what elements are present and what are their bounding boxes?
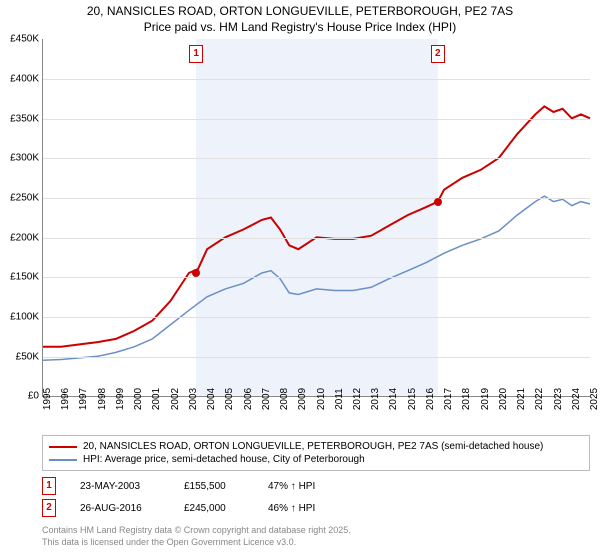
sale-marker-box: 2 xyxy=(431,45,445,63)
x-axis-label: 1995 xyxy=(42,388,53,410)
legend-swatch-property xyxy=(49,446,77,448)
x-axis-label: 1997 xyxy=(78,388,89,410)
x-axis-label: 2000 xyxy=(133,388,144,410)
sales-table: 1 23-MAY-2003 £155,500 47% ↑ HPI 2 26-AUG-201… xyxy=(42,475,590,519)
y-axis-label: £300K xyxy=(10,153,43,164)
x-axis-label: 2015 xyxy=(407,388,418,410)
gridline xyxy=(43,357,590,358)
x-axis-label: 2022 xyxy=(534,388,545,410)
x-axis-label: 2005 xyxy=(224,388,235,410)
x-axis-label: 1998 xyxy=(97,388,108,410)
y-axis-label: £450K xyxy=(10,34,43,45)
attribution-line-2: This data is licensed under the Open Gov… xyxy=(42,537,590,549)
x-axis-label: 2010 xyxy=(316,388,327,410)
y-axis-label: £100K xyxy=(10,311,43,322)
gridline xyxy=(43,158,590,159)
x-axis-label: 2014 xyxy=(388,388,399,410)
x-axis-label: 2024 xyxy=(571,388,582,410)
legend-item-property: 20, NANSICLES ROAD, ORTON LONGUEVILLE, P… xyxy=(49,440,583,453)
sale-data-point xyxy=(434,198,442,206)
sale-row: 2 26-AUG-2016 £245,000 46% ↑ HPI xyxy=(42,497,590,519)
x-axis-label: 2017 xyxy=(443,388,454,410)
x-axis-label: 1999 xyxy=(115,388,126,410)
sale-row: 1 23-MAY-2003 £155,500 47% ↑ HPI xyxy=(42,475,590,497)
gridline xyxy=(43,238,590,239)
x-axis-label: 2013 xyxy=(370,388,381,410)
x-axis-label: 2021 xyxy=(516,388,527,410)
attribution-line-1: Contains HM Land Registry data © Crown c… xyxy=(42,525,590,537)
x-axis-label: 2003 xyxy=(188,388,199,410)
gridline xyxy=(43,277,590,278)
x-axis-label: 2023 xyxy=(553,388,564,410)
sale-row-marker: 1 xyxy=(42,477,56,495)
x-axis-labels: 1995199619971998199920002001200220032004… xyxy=(42,397,590,429)
title-line-2: Price paid vs. HM Land Registry's House … xyxy=(8,20,592,36)
legend-label-property: 20, NANSICLES ROAD, ORTON LONGUEVILLE, P… xyxy=(83,441,543,452)
y-axis-label: £50K xyxy=(16,351,43,362)
x-axis-label: 2018 xyxy=(461,388,472,410)
sale-row-date: 23-MAY-2003 xyxy=(80,481,160,492)
chart-legend: 20, NANSICLES ROAD, ORTON LONGUEVILLE, P… xyxy=(42,435,590,471)
sale-marker-box: 1 xyxy=(189,45,203,63)
x-axis-label: 2012 xyxy=(352,388,363,410)
x-axis-label: 2020 xyxy=(498,388,509,410)
y-axis-label: £0 xyxy=(28,391,43,402)
chart-title: 20, NANSICLES ROAD, ORTON LONGUEVILLE, P… xyxy=(0,0,600,35)
gridline xyxy=(43,317,590,318)
legend-label-hpi: HPI: Average price, semi-detached house,… xyxy=(83,454,365,465)
x-axis-label: 2004 xyxy=(206,388,217,410)
sale-row-price: £155,500 xyxy=(184,481,244,492)
x-axis-label: 2008 xyxy=(279,388,290,410)
y-axis-label: £350K xyxy=(10,113,43,124)
x-axis-label: 2025 xyxy=(589,388,600,410)
y-axis-label: £250K xyxy=(10,192,43,203)
gridline xyxy=(43,198,590,199)
sale-row-price: £245,000 xyxy=(184,503,244,514)
y-axis-label: £400K xyxy=(10,73,43,84)
gridline xyxy=(43,119,590,120)
y-axis-label: £200K xyxy=(10,232,43,243)
series-line-property xyxy=(43,107,590,347)
y-axis-label: £150K xyxy=(10,272,43,283)
chart-lines-svg xyxy=(43,39,590,396)
x-axis-label: 2019 xyxy=(480,388,491,410)
x-axis-label: 2016 xyxy=(425,388,436,410)
chart-plot-area: £0£50K£100K£150K£200K£250K£300K£350K£400… xyxy=(42,39,590,397)
x-axis-label: 1996 xyxy=(60,388,71,410)
x-axis-label: 2006 xyxy=(243,388,254,410)
x-axis-label: 2001 xyxy=(151,388,162,410)
x-axis-label: 2009 xyxy=(297,388,308,410)
legend-swatch-hpi xyxy=(49,459,77,461)
sale-row-date: 26-AUG-2016 xyxy=(80,503,160,514)
x-axis-label: 2002 xyxy=(170,388,181,410)
sale-data-point xyxy=(192,269,200,277)
sale-row-pct: 46% ↑ HPI xyxy=(268,503,348,514)
x-axis-label: 2007 xyxy=(261,388,272,410)
sale-row-marker: 2 xyxy=(42,499,56,517)
legend-item-hpi: HPI: Average price, semi-detached house,… xyxy=(49,453,583,466)
x-axis-label: 2011 xyxy=(334,388,345,410)
gridline xyxy=(43,79,590,80)
title-line-1: 20, NANSICLES ROAD, ORTON LONGUEVILLE, P… xyxy=(8,4,592,20)
sale-row-pct: 47% ↑ HPI xyxy=(268,481,348,492)
attribution-text: Contains HM Land Registry data © Crown c… xyxy=(42,525,590,548)
